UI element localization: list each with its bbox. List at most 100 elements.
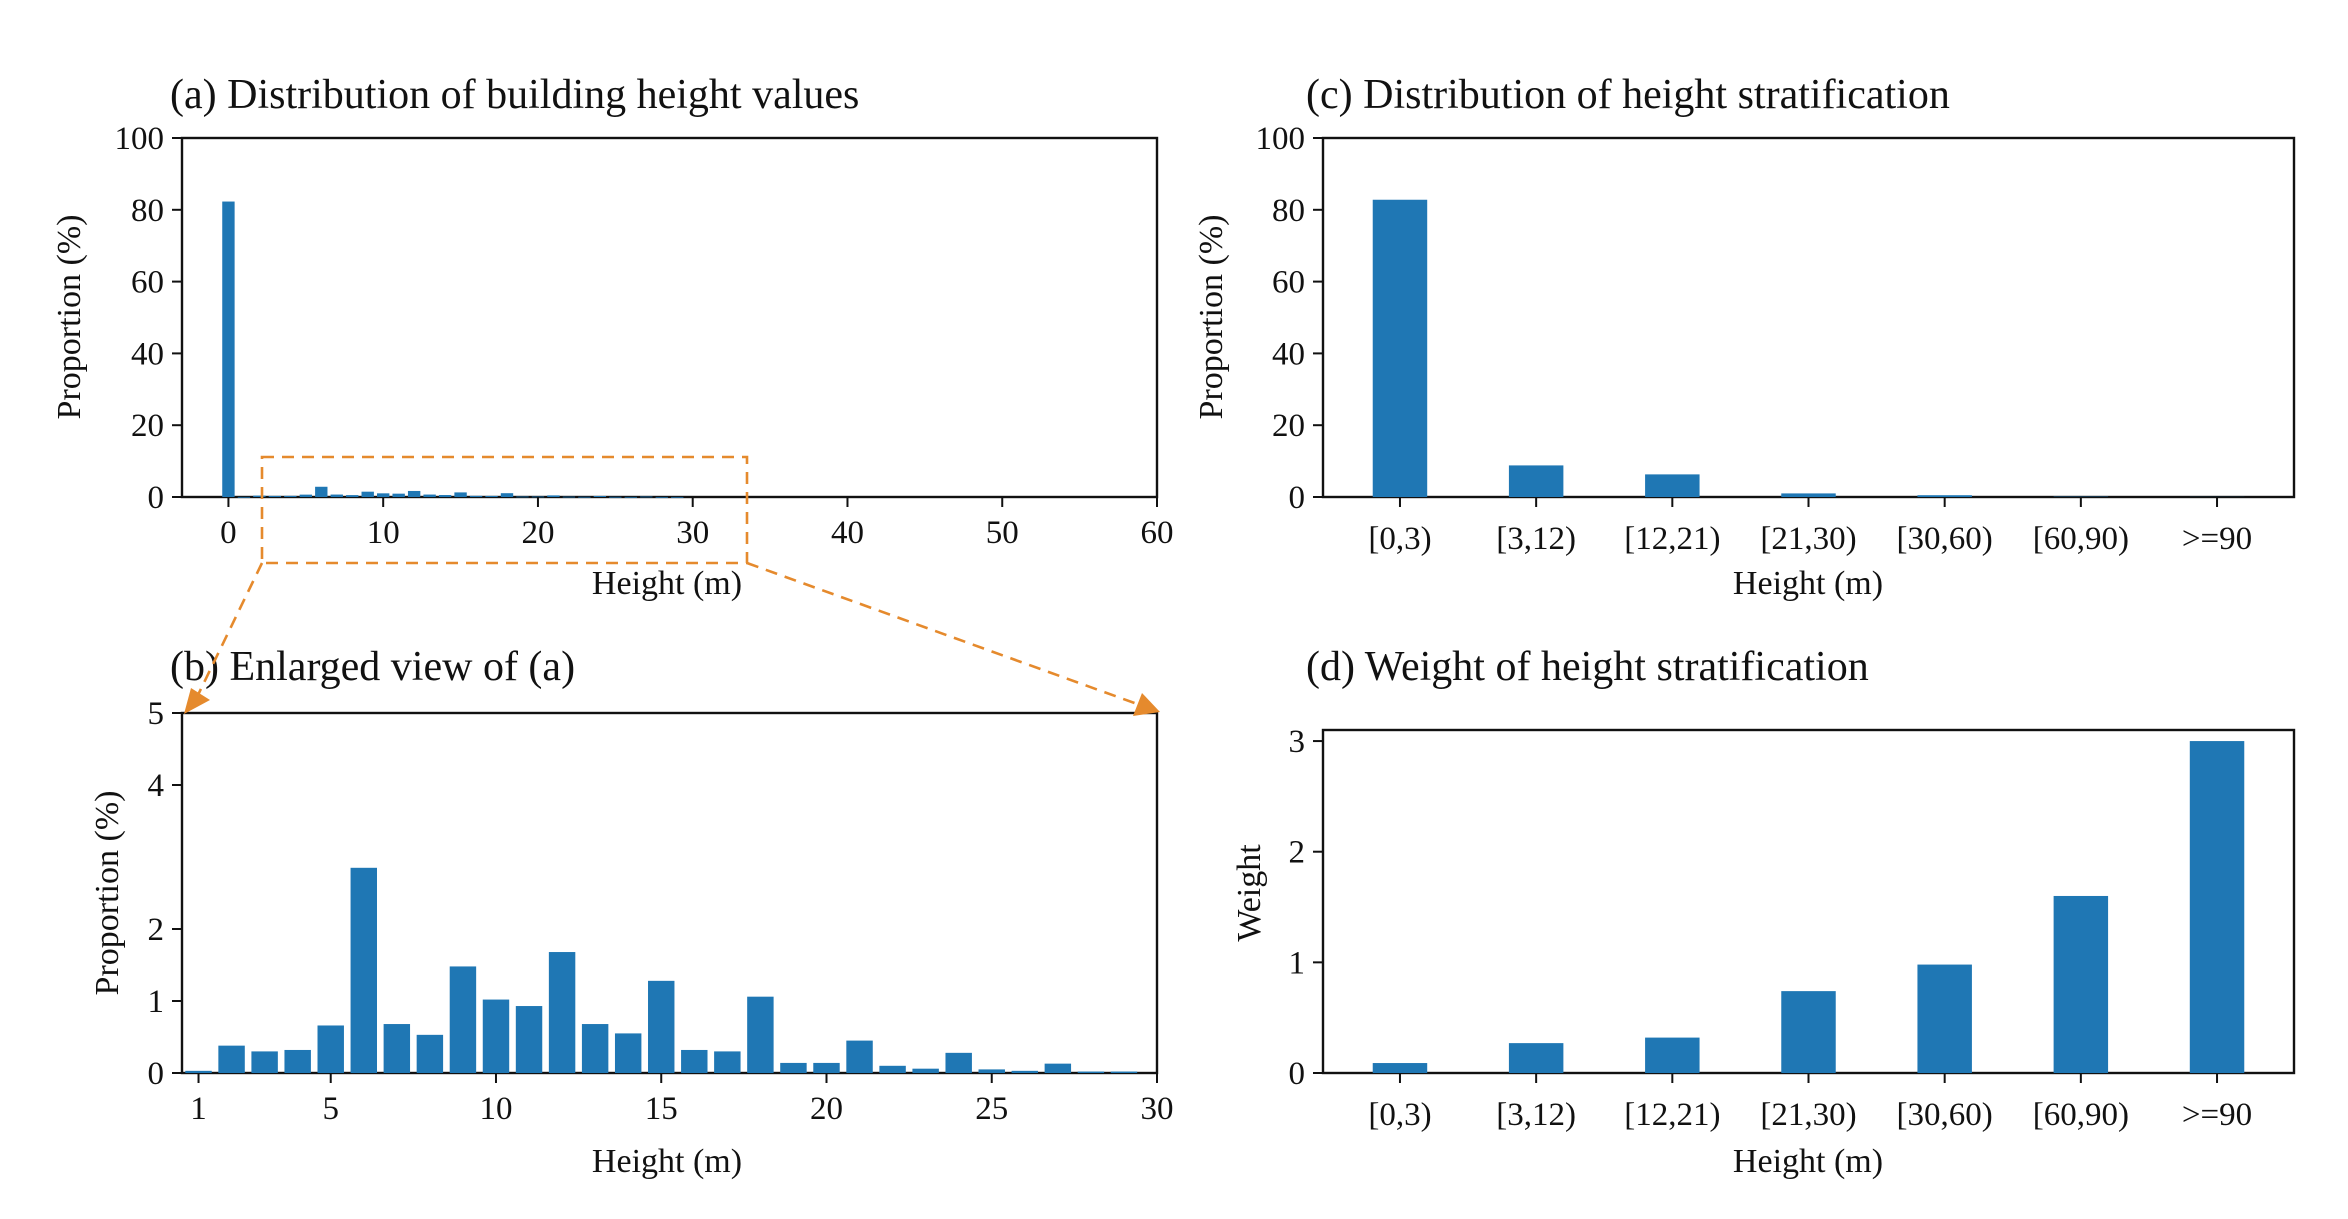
panel-a-ytick-label: 80 (131, 193, 164, 229)
panel-c-xtick-label: [12,21) (1624, 521, 1720, 557)
panel-b-ytick-label: 2 (148, 912, 165, 948)
panel-a-bar (655, 496, 668, 498)
panel-b-ytick-label: 5 (148, 696, 165, 732)
panel-b-bar (780, 1062, 807, 1073)
panel-b-bar (648, 980, 675, 1073)
panel-b-bar (714, 1051, 741, 1073)
panel-c-ytick-label: 0 (1289, 480, 1306, 516)
panel-d-bar (1645, 1037, 1700, 1073)
panel-a-title: (a) Distribution of building height valu… (170, 72, 859, 118)
panel-b-ytick-label: 0 (148, 1056, 165, 1092)
panel-d-ytick-label: 2 (1289, 835, 1306, 871)
panel-a-bar (268, 495, 282, 497)
panel-a-bar (640, 496, 653, 498)
panel-a-bar (299, 494, 312, 497)
panel-b-bar (614, 1033, 642, 1073)
panel-c-ytick-label: 20 (1272, 408, 1305, 444)
panel-c-xtick-label: >=90 (2182, 521, 2252, 557)
panel-b-bar (813, 1062, 840, 1073)
panel-a-bar (330, 494, 343, 497)
panel-a-frame (180, 136, 1159, 499)
panel-d-bar (1781, 991, 1836, 1073)
panel-b-bar (416, 1034, 444, 1073)
panel-b-bar (681, 1049, 708, 1073)
zoom-arrow-left (196, 562, 264, 696)
panel-b-xlabel: Height (m) (592, 1143, 742, 1180)
panel-d-xtick-label: [12,21) (1624, 1097, 1720, 1133)
zoom-arrow-right (746, 561, 1141, 707)
panel-c-xtick-label: [21,30) (1760, 521, 1856, 557)
panel-d-xtick-label: [30,60) (1897, 1097, 1993, 1133)
panel-b-xtick-label: 15 (645, 1091, 678, 1127)
panel-a-bar (578, 496, 591, 498)
panel-a-bar (547, 495, 560, 497)
panel-d-ytick-label: 3 (1289, 724, 1306, 760)
panel-a-xtick-label: 60 (1141, 515, 1174, 551)
panel-b-bar (978, 1069, 1005, 1073)
panel-b-bar (1044, 1063, 1072, 1073)
panel-b-bar (879, 1065, 906, 1073)
panel-c-xtick-label: [60,90) (2033, 521, 2129, 557)
zoom-arrowhead-left (184, 688, 210, 714)
panel-a-bar (531, 496, 545, 498)
panel-a-ylabel: Proportion (%) (51, 215, 88, 420)
panel-c-title: (c) Distribution of height stratificatio… (1306, 72, 1950, 118)
panel-b: (b) Enlarged view of (a) Height (m) Prop… (89, 644, 1174, 1180)
panel-d-bar (2189, 741, 2245, 1073)
panel-c-ytick-label: 100 (1256, 121, 1306, 157)
panel-a: (a) Distribution of building height valu… (51, 72, 1174, 602)
panel-a-xlabel: Height (m) (592, 565, 742, 602)
panel-a-bar (485, 495, 498, 497)
panel-a-ytick-label: 100 (115, 121, 165, 157)
panel-b-xtick-label: 1 (190, 1091, 207, 1127)
panel-c-ytick-label: 40 (1272, 336, 1305, 372)
panel-b-bar (284, 1049, 311, 1073)
panel-c-bar (1372, 199, 1428, 498)
panel-b-bar (1077, 1071, 1105, 1073)
zoom-indicator (184, 455, 1160, 716)
panel-b-bar (251, 1051, 278, 1073)
panel-a-bar (454, 492, 467, 497)
panel-c-bar (1917, 495, 1972, 497)
panel-a-bar (237, 496, 251, 498)
panel-b-bar (846, 1040, 873, 1073)
zoom-box (260, 455, 749, 565)
panel-a-xtick-label: 40 (831, 515, 864, 551)
panel-a-bar (671, 496, 684, 498)
panel-b-bar (350, 867, 377, 1073)
panel-d-xtick-label: >=90 (2182, 1097, 2252, 1133)
panel-a-bar (284, 495, 297, 497)
panel-b-ytick-label: 4 (148, 768, 165, 804)
panel-a-bar (346, 495, 359, 497)
panel-c-ylabel: Proportion (%) (1193, 215, 1230, 420)
panel-b-bar (581, 1024, 609, 1073)
panel-c-xtick-label: [30,60) (1897, 521, 1993, 557)
panel-c-bar (1645, 474, 1700, 497)
panel-b-bar (317, 1025, 344, 1073)
panel-a-ytick-label: 40 (131, 336, 164, 372)
panel-d-bar (2053, 895, 2109, 1073)
panel-b-bar (383, 1024, 411, 1073)
panel-a-bar (361, 491, 374, 497)
panel-a-bar (469, 495, 483, 497)
panel-b-bar (1110, 1071, 1138, 1073)
panel-d-bar (1508, 1043, 1564, 1073)
panel-b-bar (482, 999, 510, 1073)
zoom-arrowhead-right (1133, 693, 1160, 716)
panel-a-bar (516, 496, 529, 498)
panel-c-xlabel: Height (m) (1733, 565, 1883, 602)
panel-a-bar (624, 496, 637, 498)
panel-b-bar (218, 1045, 245, 1073)
panel-d-bar (1372, 1063, 1428, 1073)
panel-d-xtick-label: [60,90) (2033, 1097, 2129, 1133)
panel-b-bar (747, 996, 774, 1073)
panel-a-xtick-label: 0 (220, 515, 237, 551)
panel-b-title: (b) Enlarged view of (a) (170, 644, 575, 690)
panel-d-xtick-label: [3,12) (1496, 1097, 1576, 1133)
panel-b-bar (548, 952, 576, 1073)
panel-c-frame (1321, 136, 2296, 499)
panel-b-bar (912, 1068, 939, 1073)
panel-b-ytick-label: 1 (148, 984, 165, 1020)
panel-b-xtick-label: 30 (1141, 1091, 1174, 1127)
